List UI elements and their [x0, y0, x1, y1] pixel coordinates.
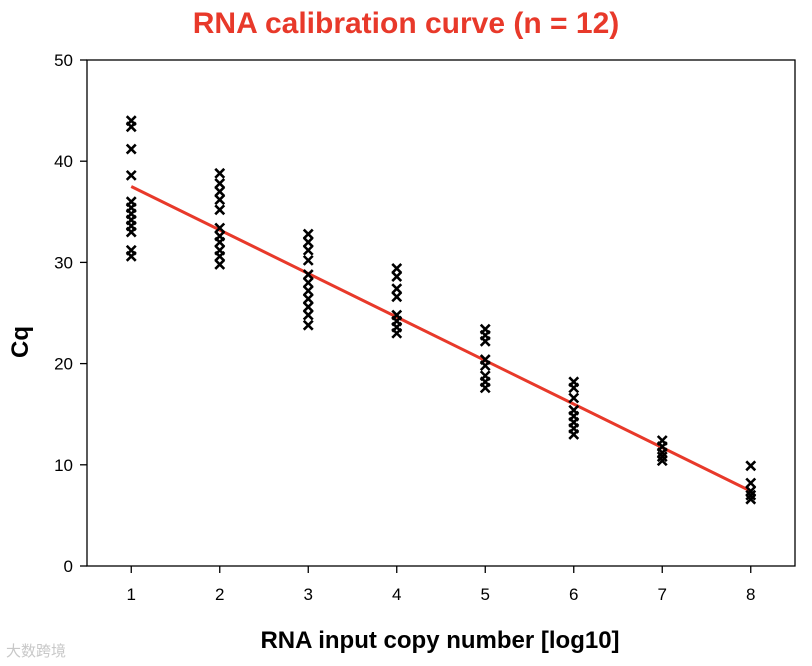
data-point [214, 222, 226, 234]
data-point [391, 291, 403, 303]
x-tick-label: 8 [746, 585, 755, 604]
data-point [656, 455, 668, 467]
data-point [302, 285, 314, 297]
data-point [391, 327, 403, 339]
data-point [214, 259, 226, 270]
data-point [302, 301, 314, 313]
data-point [479, 382, 491, 394]
data-point [568, 382, 580, 394]
y-tick-label: 40 [54, 152, 73, 171]
plot-frame [86, 59, 796, 567]
data-point [745, 477, 757, 489]
data-point [656, 451, 668, 463]
y-axis-ticks: 0 10 20 30 40 50 [54, 51, 87, 576]
data-point [214, 194, 226, 206]
data-point [745, 460, 757, 472]
chart-title: RNA calibration curve (n = 12) [193, 7, 620, 40]
data-point [125, 250, 137, 262]
data-point [214, 178, 226, 189]
x-tick-label: 6 [569, 585, 578, 604]
data-point [302, 277, 314, 289]
data-point [391, 283, 403, 295]
data-point [391, 263, 403, 274]
fit-line [130, 185, 752, 493]
data-point [125, 169, 137, 181]
x-tick-label: 4 [392, 585, 401, 604]
data-point [302, 244, 314, 256]
data-point [214, 186, 226, 197]
data-point [745, 489, 757, 501]
data-point [302, 319, 314, 331]
data-point [125, 226, 137, 238]
y-tick-label: 30 [54, 253, 73, 272]
x-tick-label: 1 [127, 585, 136, 604]
x-axis-ticks: 1 2 3 4 5 6 7 8 [127, 566, 755, 604]
plot-area-border [86, 59, 796, 567]
data-point [302, 228, 314, 240]
x-axis-label: RNA input copy number [log10] [260, 627, 619, 654]
watermark-text: 大数跨境 [6, 642, 67, 660]
y-tick-label: 10 [54, 456, 73, 475]
data-point [391, 271, 403, 282]
x-tick-label: 2 [215, 585, 224, 604]
data-point [125, 143, 137, 155]
data-point [214, 167, 226, 179]
data-point [568, 429, 580, 440]
data-point [656, 447, 668, 459]
data-point [302, 309, 314, 321]
data-point [125, 121, 137, 133]
data-point [568, 392, 580, 404]
data-point [302, 254, 314, 266]
data-point [302, 236, 314, 248]
y-tick-label: 0 [64, 557, 73, 576]
data-point [302, 293, 314, 305]
data-point [214, 236, 226, 248]
data-point [214, 250, 226, 262]
x-tick-label: 7 [658, 585, 667, 604]
data-point [302, 269, 314, 280]
x-tick-label: 3 [304, 585, 313, 604]
data-point [745, 485, 757, 497]
fit-line-layer [130, 185, 752, 493]
y-tick-label: 20 [54, 355, 73, 374]
data-point [745, 493, 757, 505]
y-axis-label: Cq [7, 326, 34, 358]
data-point [214, 204, 226, 216]
data-point [479, 335, 491, 347]
data-point [479, 360, 491, 372]
data-points [125, 115, 757, 505]
x-tick-label: 5 [481, 585, 490, 604]
y-tick-label: 50 [54, 51, 73, 70]
